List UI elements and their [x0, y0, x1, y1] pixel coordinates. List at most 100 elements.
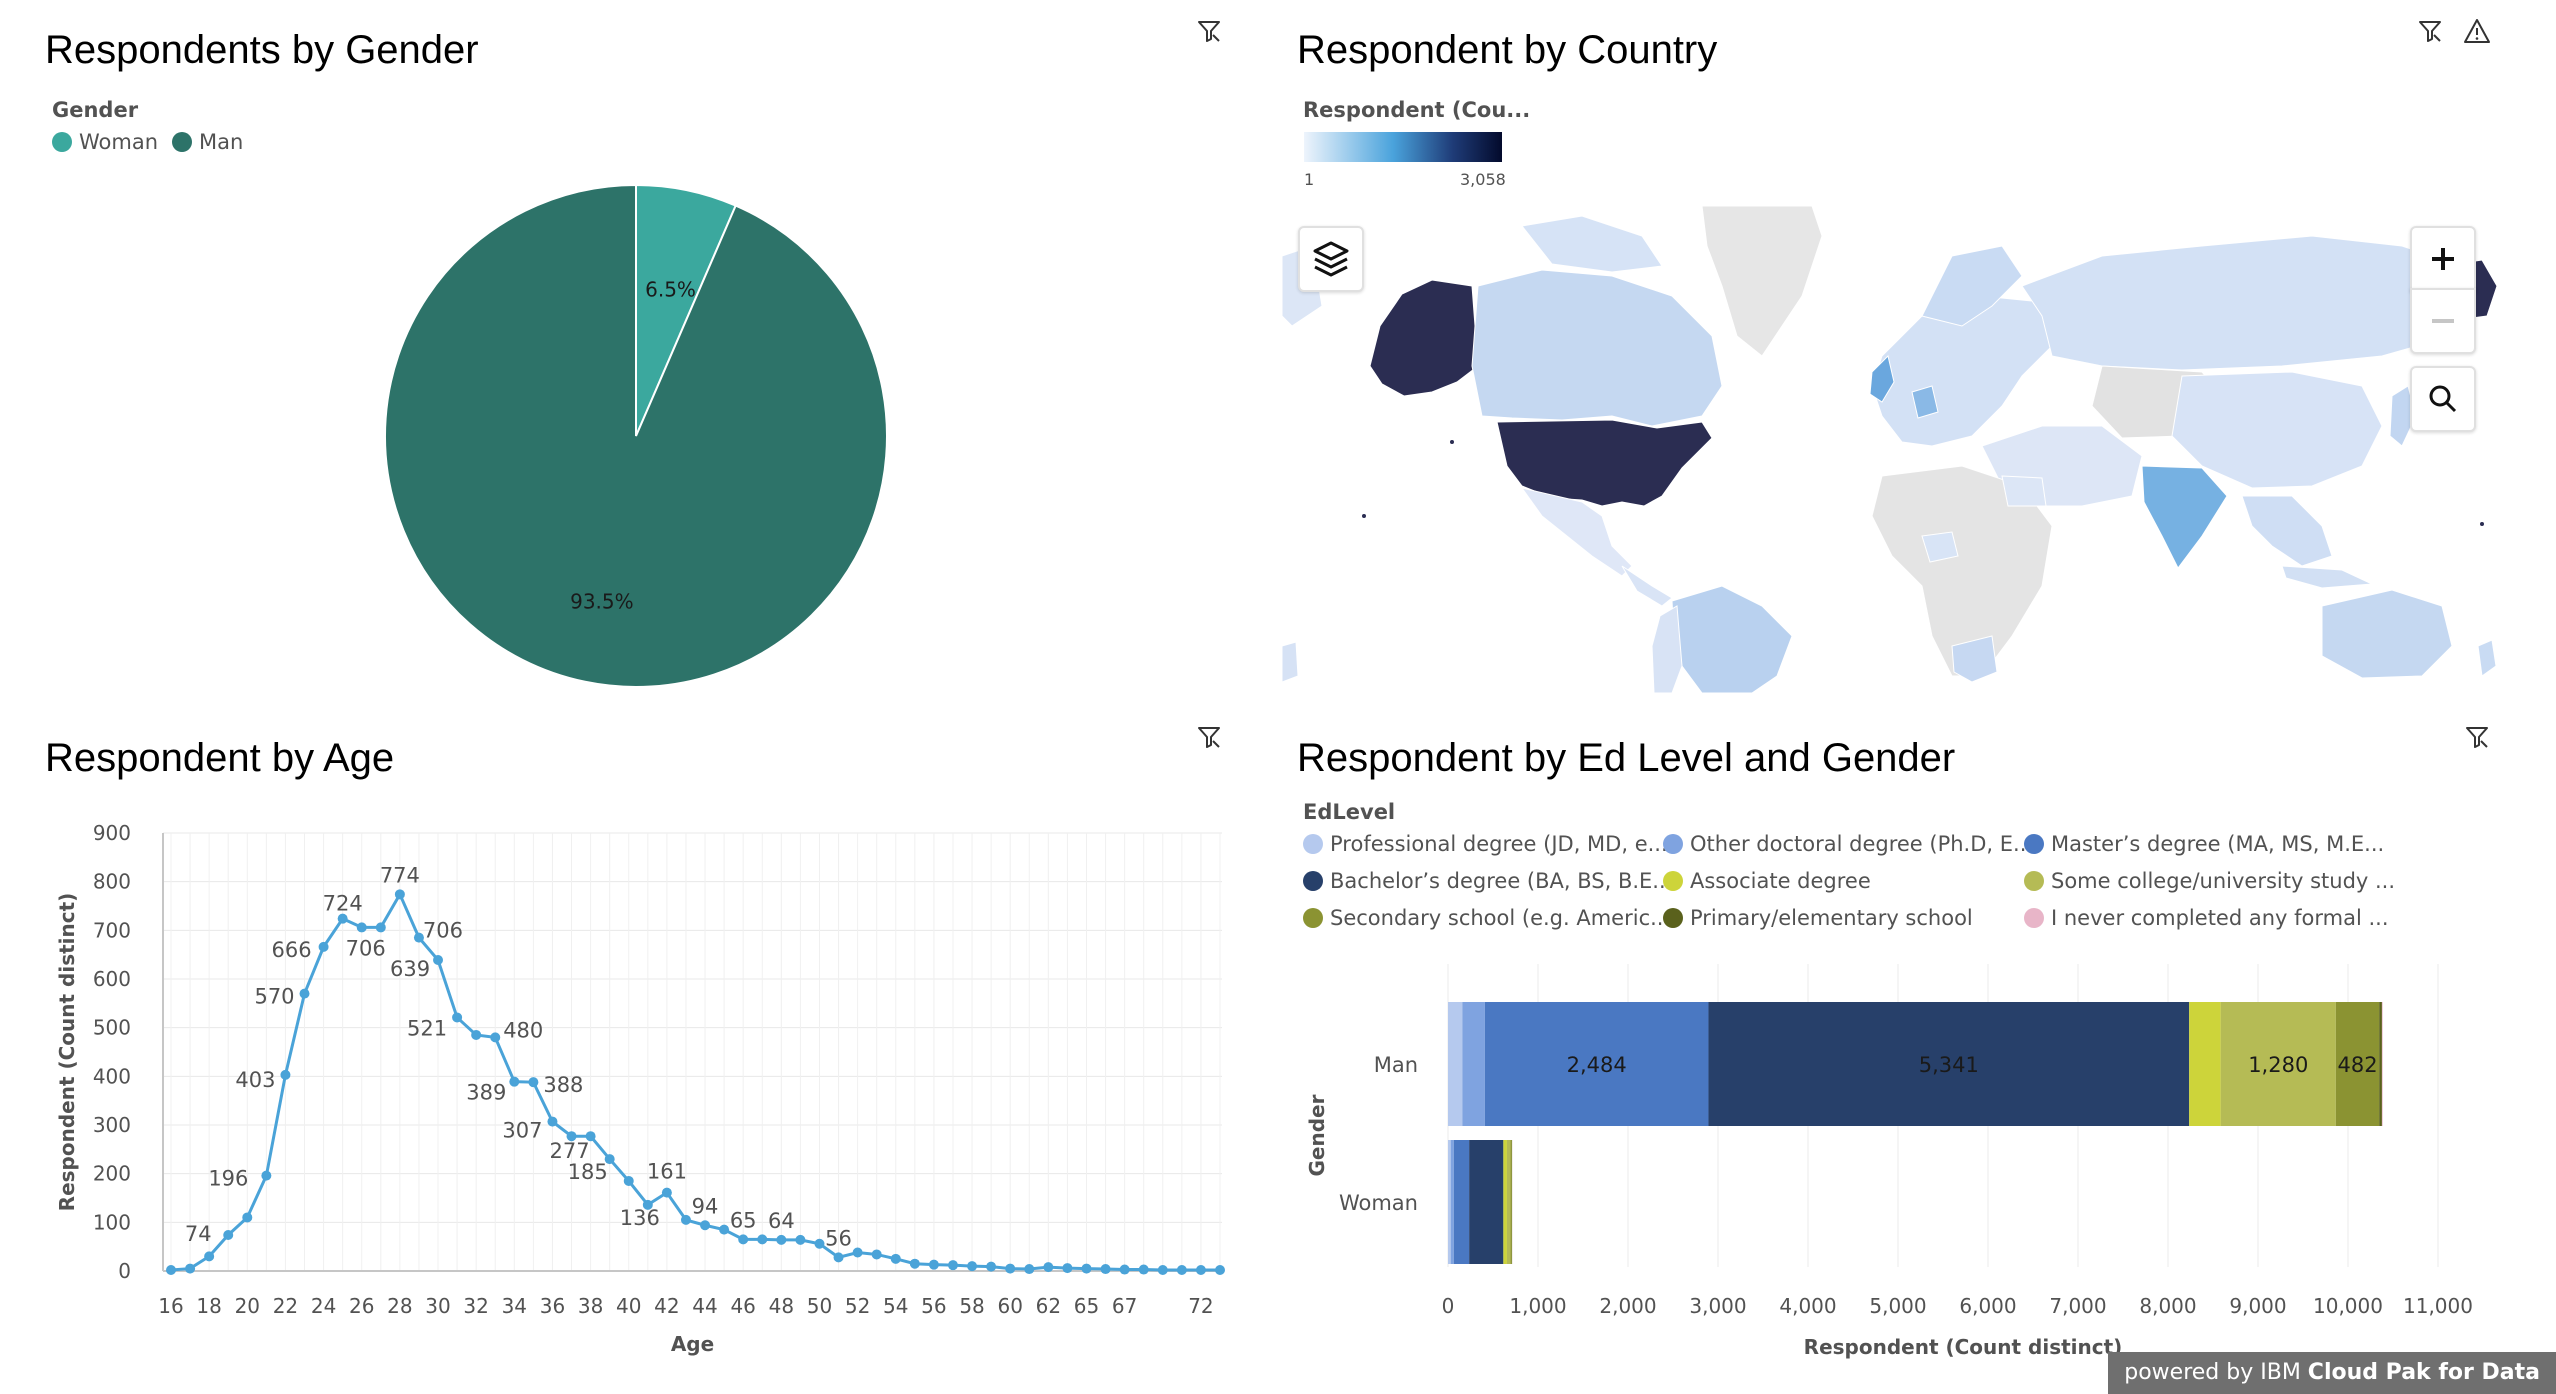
age-point [242, 1212, 253, 1223]
age-data-label: 136 [620, 1206, 660, 1230]
legend-item-man[interactable]: Man [172, 130, 243, 154]
age-point [413, 932, 424, 943]
far-west-bottom [1282, 641, 1299, 683]
zoom-in-button[interactable] [2410, 226, 2476, 292]
pie-slice-label: 93.5% [570, 590, 634, 614]
age-point [852, 1247, 863, 1258]
map-search-button[interactable] [2410, 366, 2476, 432]
y-tick-label: 800 [93, 870, 131, 894]
x-tick-label: 60 [997, 1294, 1022, 1318]
age-data-label: 403 [235, 1068, 275, 1092]
ed-legend-item[interactable]: Master’s degree (MA, MS, M.E... [2024, 832, 2384, 856]
bar-segment [1450, 1140, 1454, 1264]
legend-label: Woman [79, 130, 159, 154]
legend-label: Associate degree [1690, 869, 1871, 893]
age-point [185, 1263, 196, 1274]
bar-data-label: 1,280 [2248, 1053, 2308, 1077]
legend-swatch [1663, 871, 1683, 891]
age-data-label: 521 [407, 1016, 447, 1040]
age-line-chart: 0 100 200 300 400 500 600 700 800 900 16 18 20 22 24 26… [55, 821, 1225, 1356]
y-tick-label: 400 [93, 1064, 131, 1088]
australia [2321, 589, 2453, 679]
zoom-out-button[interactable] [2410, 288, 2476, 354]
filter-icon[interactable] [2460, 720, 2494, 754]
age-data-label: 64 [768, 1209, 795, 1233]
ed-legend-item[interactable]: Some college/university study ... [2024, 869, 2395, 893]
ed-legend-item[interactable]: Primary/elementary school [1663, 906, 1973, 930]
legend-item-woman[interactable]: Woman [52, 130, 158, 154]
gender-pie-chart: 6.5% 93.5% [384, 183, 888, 688]
age-data-label: 161 [647, 1160, 687, 1184]
age-data-label: 185 [568, 1160, 608, 1184]
age-point [967, 1261, 978, 1272]
y-tick-label: 100 [93, 1210, 131, 1234]
x-tick-label: 65 [1074, 1294, 1099, 1318]
country-title: Respondent by Country [1297, 28, 1718, 72]
ed-legend-item[interactable]: Associate degree [1663, 869, 1871, 893]
scale-min-label: 1 [1304, 170, 1315, 189]
x-tick-label: 34 [502, 1294, 527, 1318]
footer-prefix: powered by IBM [2124, 1360, 2308, 1385]
country-germany [1911, 385, 1939, 419]
age-point [375, 922, 386, 933]
warning-icon[interactable] [2460, 14, 2494, 48]
age-point [642, 1199, 653, 1210]
pie-slice-label: 6.5% [645, 278, 696, 302]
age-point [871, 1249, 882, 1260]
ed-legend-item[interactable]: I never completed any formal ... [2024, 906, 2389, 930]
y-tick-label: 0 [118, 1259, 131, 1283]
indonesia [2281, 565, 2374, 589]
x-tick-label: 6,000 [1959, 1294, 2016, 1318]
age-point [585, 1131, 596, 1142]
x-tick-label: 50 [807, 1294, 832, 1318]
country-canada [1471, 269, 1723, 427]
filter-icon[interactable] [2413, 14, 2447, 48]
country-panel: Respondent by Country Respondent (Cou...… [1270, 0, 2556, 700]
ed-legend-item[interactable]: Bachelor’s degree (BA, BS, B.E... [1303, 869, 1672, 893]
x-axis-title: Age [671, 1332, 714, 1356]
country-china [2171, 371, 2383, 489]
ed-legend-item[interactable]: Professional degree (JD, MD, e... [1303, 832, 1668, 856]
legend-swatch [2024, 908, 2044, 928]
x-tick-label: 18 [196, 1294, 221, 1318]
age-data-label: 56 [825, 1226, 852, 1250]
color-scale-bar [1304, 132, 1502, 162]
bar-segment [2379, 1002, 2382, 1126]
x-tick-label: 9,000 [2229, 1294, 2286, 1318]
legend-swatch [1663, 834, 1683, 854]
x-tick-label: 3,000 [1689, 1294, 1746, 1318]
legend-swatch [2024, 834, 2044, 854]
legend-label: I never completed any formal ... [2051, 906, 2389, 930]
age-point [509, 1076, 520, 1087]
x-tick-label: 30 [425, 1294, 450, 1318]
age-title: Respondent by Age [45, 736, 395, 780]
x-tick-label: 40 [616, 1294, 641, 1318]
legend-label: Master’s degree (MA, MS, M.E... [2051, 832, 2385, 856]
scale-max-label: 3,058 [1460, 170, 1506, 189]
age-point [566, 1131, 577, 1142]
x-tick-label: 4,000 [1779, 1294, 1836, 1318]
zoom-in-icon [2432, 248, 2454, 270]
x-tick-label: 52 [845, 1294, 870, 1318]
gender-legend-title: Gender [52, 98, 139, 122]
legend-swatch [2024, 871, 2044, 891]
layers-button[interactable] [1298, 226, 1364, 292]
ed-legend-item[interactable]: Secondary school (e.g. Americ... [1303, 906, 1670, 930]
world-map[interactable] [1282, 206, 2502, 693]
age-point [604, 1154, 615, 1165]
x-tick-label: 28 [387, 1294, 412, 1318]
age-point [490, 1032, 501, 1043]
search-icon [2429, 385, 2457, 413]
age-data-label: 74 [185, 1222, 212, 1246]
ed-legend-item[interactable]: Other doctoral degree (Ph.D, E... [1663, 832, 2033, 856]
age-point [299, 988, 310, 999]
arctic-islands [1521, 215, 1663, 273]
filter-icon[interactable] [1192, 720, 1226, 754]
filter-icon[interactable] [1192, 14, 1226, 48]
y-axis-title: Respondent (Count distinct) [55, 893, 79, 1212]
age-point [1119, 1264, 1130, 1275]
bar-segment [1510, 1140, 1512, 1264]
age-data-label: 277 [549, 1139, 589, 1163]
x-tick-label: 7,000 [2049, 1294, 2106, 1318]
central-america [1621, 565, 1673, 607]
